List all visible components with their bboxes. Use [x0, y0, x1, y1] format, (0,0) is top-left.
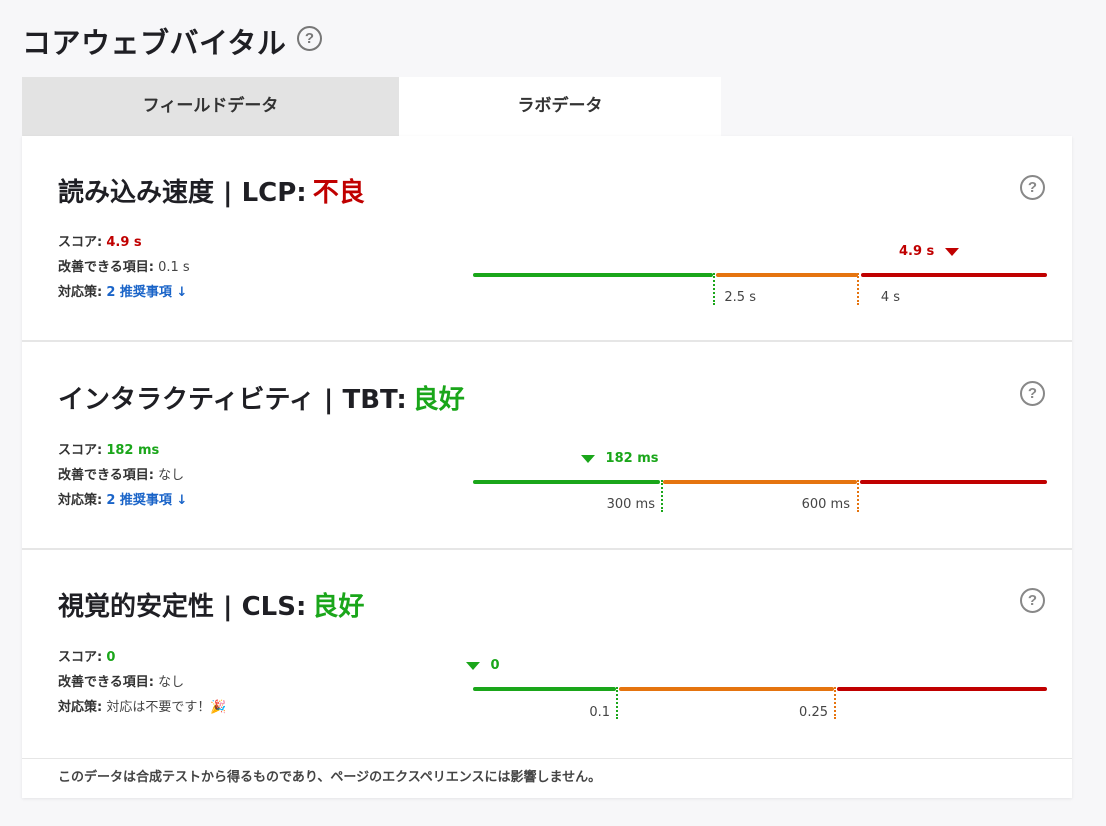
tbt-recommendations-link[interactable]: 2 推奨事項 ↓ [106, 493, 188, 508]
threshold-tick [713, 273, 715, 305]
tbt-title: インタラクティビティ | TBT: 良好 [58, 379, 465, 416]
lcp-title-text: 読み込み速度 | LCP: [58, 178, 307, 208]
poor-segment [861, 273, 1047, 277]
threshold-tick [616, 687, 618, 719]
help-icon[interactable]: ? [297, 26, 322, 51]
needs-improvement-segment [663, 480, 857, 484]
tbt-title-text: インタラクティビティ | TBT: [58, 385, 407, 415]
cls-title-text: 視覚的安定性 | CLS: [58, 592, 307, 622]
action-label: 対応策: [58, 285, 103, 300]
lcp-range-bar [473, 273, 1047, 305]
cls-help-icon[interactable]: ? [1020, 588, 1045, 613]
lcp-score-value: 4.9 s [106, 235, 142, 250]
improve-label: 改善できる項目: [58, 260, 154, 275]
lcp-improve-value: 0.1 s [158, 260, 190, 275]
tab-bar: フィールドデータ ラボデータ [22, 77, 721, 136]
lcp-recommendations-link[interactable]: 2 推奨事項 ↓ [106, 285, 188, 300]
action-label: 対応策: [58, 493, 103, 508]
lcp-help-icon[interactable]: ? [1020, 175, 1045, 200]
tbt-status: 良好 [412, 385, 465, 415]
cls-action-value: 対応は不要です！🎉 [106, 700, 227, 715]
triangle-down-icon [466, 661, 480, 670]
improve-label: 改善できる項目: [58, 675, 154, 690]
tab-lab-data[interactable]: ラボデータ [399, 77, 721, 136]
lcp-marker-label: 4.9 s [899, 244, 935, 259]
threshold-tick [661, 480, 663, 512]
needs-improvement-segment [619, 687, 834, 691]
cls-threshold-2: 0.25 [799, 705, 828, 720]
tbt-threshold-2: 600 ms [801, 497, 850, 512]
poor-segment [860, 480, 1047, 484]
improve-label: 改善できる項目: [58, 468, 154, 483]
lcp-threshold-2: 4 s [880, 290, 900, 305]
score-label: スコア: [58, 650, 103, 665]
good-segment [473, 480, 660, 484]
cls-improve-value: なし [158, 675, 185, 690]
lcp-section: 読み込み速度 | LCP: 不良 ? スコア: 4.9 s 改善できる項目: 0.… [22, 136, 1072, 342]
triangle-down-icon [944, 247, 959, 256]
score-label: スコア: [58, 235, 103, 250]
cls-score-marker: 0 [466, 658, 500, 673]
threshold-tick [857, 273, 859, 305]
tbt-help-icon[interactable]: ? [1020, 381, 1045, 406]
tbt-section: インタラクティビティ | TBT: 良好 ? スコア: 182 ms 改善できる項… [22, 342, 1072, 550]
good-segment [473, 273, 713, 277]
cls-section: 視覚的安定性 | CLS: 良好 ? スコア: 0 改善できる項目: なし 対応策… [22, 550, 1072, 758]
score-label: スコア: [58, 443, 103, 458]
tab-field-data[interactable]: フィールドデータ [22, 77, 399, 136]
page-title: コアウェブバイタル [22, 26, 287, 60]
cls-threshold-1: 0.1 [589, 705, 610, 720]
tbt-threshold-1: 300 ms [606, 497, 655, 512]
action-label: 対応策: [58, 700, 103, 715]
tbt-score-value: 182 ms [106, 443, 160, 458]
threshold-tick [857, 480, 859, 512]
cls-range-bar [473, 687, 1047, 719]
lcp-status: 不良 [312, 178, 365, 208]
tbt-improve-value: なし [158, 468, 185, 483]
footer-note: このデータは合成テストから得るものであり、ページのエクスペリエンスには影響しませ… [22, 758, 1072, 798]
good-segment [473, 687, 616, 691]
needs-improvement-segment [716, 273, 858, 277]
poor-segment [837, 687, 1047, 691]
cls-marker-label: 0 [490, 658, 500, 673]
tbt-marker-label: 182 ms [605, 451, 659, 466]
lcp-title: 読み込み速度 | LCP: 不良 [58, 172, 365, 209]
cls-score-value: 0 [106, 650, 116, 665]
core-web-vitals-card: 読み込み速度 | LCP: 不良 ? スコア: 4.9 s 改善できる項目: 0.… [22, 136, 1072, 798]
tbt-info: スコア: 182 ms 改善できる項目: なし 対応策: 2 推奨事項 ↓ [58, 438, 187, 513]
cls-info: スコア: 0 改善できる項目: なし 対応策: 対応は不要です！🎉 [58, 645, 227, 720]
lcp-score-marker: 4.9 s [899, 244, 959, 259]
cls-status: 良好 [312, 592, 365, 622]
threshold-tick [834, 687, 836, 719]
lcp-threshold-1: 2.5 s [724, 290, 756, 305]
cls-title: 視覚的安定性 | CLS: 良好 [58, 586, 364, 623]
tbt-range-bar [473, 480, 1047, 512]
tbt-score-marker: 182 ms [581, 451, 658, 466]
lcp-info: スコア: 4.9 s 改善できる項目: 0.1 s 対応策: 2 推奨事項 ↓ [58, 230, 190, 305]
triangle-down-icon [581, 454, 595, 463]
